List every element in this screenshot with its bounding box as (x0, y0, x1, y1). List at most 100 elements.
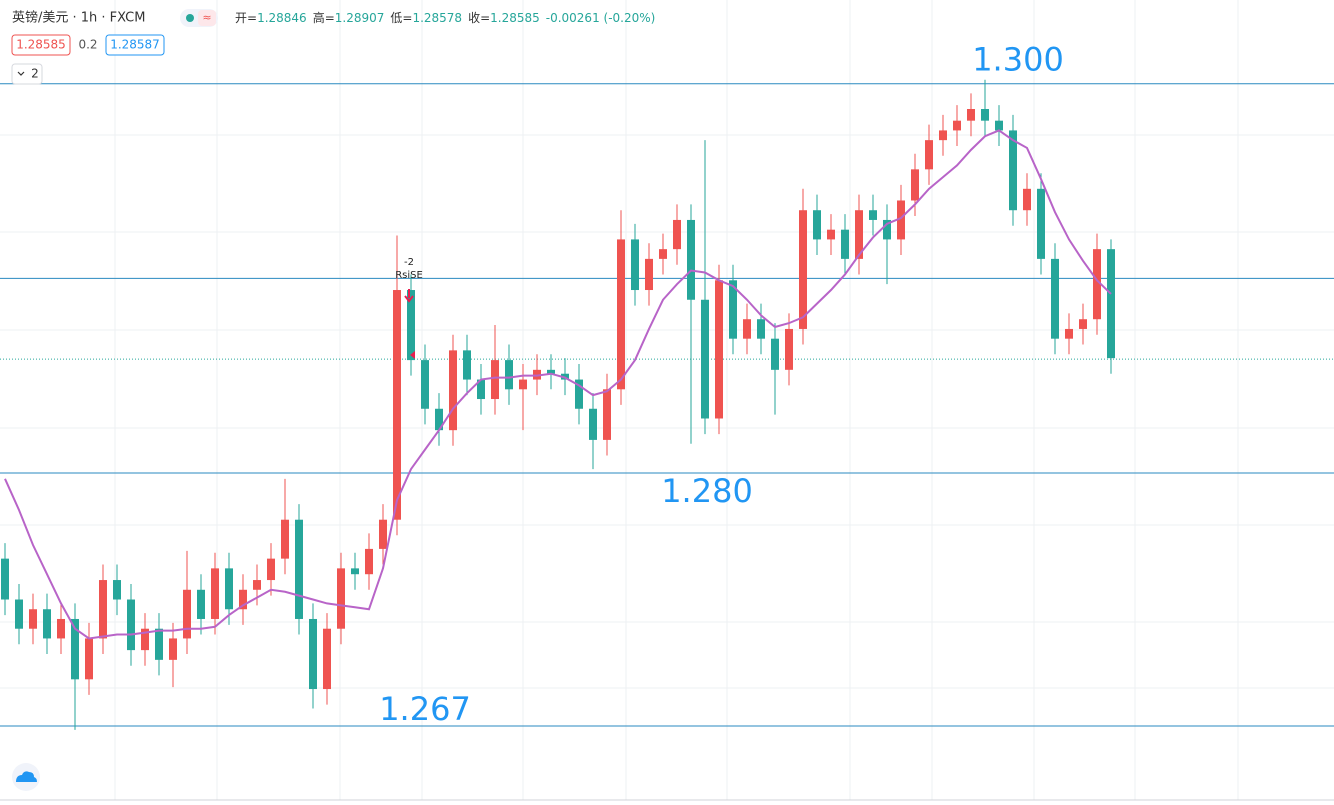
candle-body (603, 389, 611, 440)
candle-body (729, 280, 737, 339)
candle-body (57, 618, 65, 639)
indicator-toggle[interactable] (11, 63, 43, 85)
legend-value: -0.00261 (-0.20%) (546, 11, 656, 25)
candle-body (309, 618, 317, 690)
candle-body (1079, 319, 1087, 329)
candle-body (1023, 188, 1031, 211)
legend-value: 1.28846 (257, 11, 307, 25)
candle-body (995, 120, 1003, 131)
candle-body (99, 580, 107, 639)
candle-body (477, 379, 485, 400)
candle-body (435, 408, 443, 431)
legend-label: 开= (235, 11, 257, 25)
candle-body (673, 219, 681, 250)
candle-body (505, 360, 513, 390)
legend-value: 1.28907 (335, 11, 385, 25)
candle-body (701, 299, 709, 419)
plot: 1.300 1.280 1.267 (0, 41, 1334, 730)
candle-body (71, 618, 79, 680)
candle-body (421, 360, 429, 409)
candle-body (911, 169, 919, 201)
candle-body (155, 628, 163, 660)
candle-body (1009, 130, 1017, 211)
candle-body (897, 200, 905, 240)
level-label: 1.300 (972, 41, 1064, 79)
candle-body (645, 258, 653, 291)
candle-body (393, 290, 401, 520)
candle-body (743, 319, 751, 339)
candle-body (29, 609, 37, 629)
ask-box[interactable] (105, 34, 165, 56)
candle-body (127, 599, 135, 651)
candle-body (771, 338, 779, 370)
logo-mark (16, 771, 37, 782)
legend-label: 高= (313, 10, 335, 25)
logo[interactable] (12, 763, 40, 791)
candle-body (1051, 258, 1059, 339)
candle-body (197, 589, 205, 619)
signal-count: -2 (404, 257, 414, 268)
candle-body (953, 120, 961, 131)
candle-body (687, 219, 695, 300)
candle-body (855, 210, 863, 259)
bid-box[interactable] (11, 34, 71, 56)
candle-body (113, 580, 121, 600)
candle-body (575, 379, 583, 409)
candle-body (239, 589, 247, 610)
candle-body (869, 210, 877, 220)
symbol[interactable]: 英镑/美元 · 1h · FXCM (12, 10, 145, 26)
candle-body (659, 249, 667, 259)
signal-arrow (404, 289, 414, 303)
legend-value: 1.28585 (490, 11, 540, 25)
candle-body (323, 628, 331, 690)
level-label: 1.280 (661, 472, 753, 510)
candle-body (785, 328, 793, 370)
legend-label: 低= (390, 11, 412, 25)
candle-body (589, 408, 597, 440)
candle-body (407, 290, 415, 361)
signal-marker (410, 351, 415, 359)
legend-label: 收= (468, 11, 490, 25)
candle-body (799, 210, 807, 329)
candle-body (1, 558, 9, 600)
candle-body (1107, 249, 1115, 359)
candle-body (85, 638, 93, 680)
legend-value: 1.28578 (412, 11, 462, 25)
candle-body (351, 568, 359, 575)
candle-body (631, 239, 639, 291)
bid-price: 1.28585 (16, 38, 66, 52)
candle-body (925, 140, 933, 170)
candle-body (379, 519, 387, 549)
data-status-icon: ≈ (202, 11, 211, 24)
candle-body (365, 548, 373, 575)
candle-body (267, 558, 275, 581)
candle-body (617, 239, 625, 390)
candle-body (841, 229, 849, 259)
ohlc-legend: 开=1.28846 高=1.28907 低=1.28578 收=1.28585 -0.0… (235, 10, 655, 25)
ask-price: 1.28587 (110, 38, 160, 52)
level-label: 1.267 (379, 690, 471, 728)
candle-body (883, 219, 891, 240)
overlay: 英镑/美元 · 1h · FXCM ≈ 开=1.28846 高=1.28907 低=… (11, 9, 655, 791)
candle-body (281, 519, 289, 559)
candle-body (253, 580, 261, 590)
data-status (198, 10, 216, 26)
candle-body (449, 350, 457, 431)
candle-body (225, 568, 233, 610)
candle-body (1093, 249, 1101, 320)
market-status (186, 14, 194, 22)
candle-body (43, 609, 51, 639)
candle-body (519, 379, 527, 390)
candle-body (211, 568, 219, 619)
candle-body (337, 568, 345, 629)
candle-body (295, 519, 303, 619)
candle-body (1037, 188, 1045, 259)
candle-body (141, 628, 149, 651)
candle-body (463, 350, 471, 380)
candle-body (1065, 328, 1073, 339)
candle-body (547, 369, 555, 374)
candle-body (169, 638, 177, 660)
candle-body (757, 319, 765, 339)
